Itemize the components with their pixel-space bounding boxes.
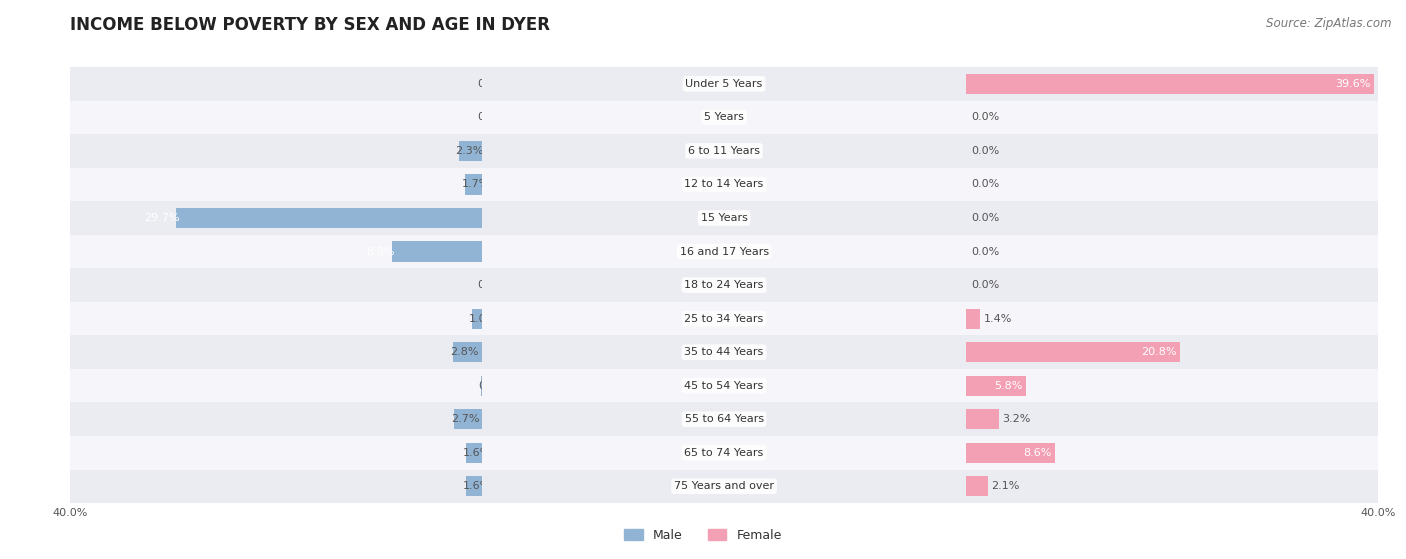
Text: 39.6%: 39.6% <box>1336 79 1371 89</box>
Bar <box>966 376 1026 396</box>
Bar <box>482 436 966 470</box>
Bar <box>70 134 482 168</box>
Bar <box>465 443 482 463</box>
Bar <box>966 409 998 429</box>
Text: 0.0%: 0.0% <box>477 79 505 89</box>
Text: 20.8%: 20.8% <box>1142 347 1177 357</box>
Bar <box>70 67 482 101</box>
Bar <box>966 268 1378 302</box>
Bar <box>176 208 482 228</box>
Text: 0.0%: 0.0% <box>972 179 1000 190</box>
Text: 0.0%: 0.0% <box>477 112 505 122</box>
Text: 2.7%: 2.7% <box>451 414 479 424</box>
Bar <box>966 436 1378 470</box>
Bar <box>966 302 1378 335</box>
Bar <box>482 268 966 302</box>
Bar <box>966 476 987 496</box>
Text: 15 Years: 15 Years <box>700 213 748 223</box>
Text: 1.7%: 1.7% <box>461 179 489 190</box>
Text: 0.0%: 0.0% <box>972 146 1000 156</box>
Text: 65 to 74 Years: 65 to 74 Years <box>685 448 763 458</box>
Text: Source: ZipAtlas.com: Source: ZipAtlas.com <box>1267 17 1392 30</box>
Text: 45 to 54 Years: 45 to 54 Years <box>685 381 763 391</box>
Bar <box>966 342 1180 362</box>
Bar <box>70 235 482 268</box>
Text: 2.1%: 2.1% <box>991 481 1019 491</box>
Bar <box>392 241 482 262</box>
Bar <box>966 201 1378 235</box>
Bar <box>966 470 1378 503</box>
Text: 55 to 64 Years: 55 to 64 Years <box>685 414 763 424</box>
Bar <box>966 335 1378 369</box>
Bar <box>482 235 966 268</box>
Text: 0.0%: 0.0% <box>972 247 1000 257</box>
Bar <box>454 409 482 429</box>
Bar <box>482 101 966 134</box>
Text: 0.0%: 0.0% <box>972 280 1000 290</box>
Bar <box>482 168 966 201</box>
Legend: Male, Female: Male, Female <box>619 524 787 547</box>
Text: 0.0%: 0.0% <box>477 280 505 290</box>
Bar <box>482 134 966 168</box>
Text: 75 Years and over: 75 Years and over <box>673 481 775 491</box>
Bar <box>70 335 482 369</box>
Text: 3.2%: 3.2% <box>1002 414 1031 424</box>
Text: 0.0%: 0.0% <box>972 112 1000 122</box>
Text: 5.8%: 5.8% <box>994 381 1022 391</box>
Text: 5 Years: 5 Years <box>704 112 744 122</box>
Bar <box>453 342 482 362</box>
Bar <box>966 309 980 329</box>
Text: 8.6%: 8.6% <box>1024 448 1052 458</box>
Bar <box>70 101 482 134</box>
Bar <box>70 268 482 302</box>
Bar <box>70 201 482 235</box>
Bar <box>482 335 966 369</box>
Bar <box>966 101 1378 134</box>
Bar <box>966 369 1378 402</box>
Text: 1.6%: 1.6% <box>463 448 491 458</box>
Bar <box>966 402 1378 436</box>
Bar <box>70 168 482 201</box>
Text: 1.0%: 1.0% <box>468 314 498 324</box>
Bar <box>70 402 482 436</box>
Bar <box>482 470 966 503</box>
Text: 16 and 17 Years: 16 and 17 Years <box>679 247 769 257</box>
Bar <box>966 67 1378 101</box>
Text: 0.0%: 0.0% <box>972 213 1000 223</box>
Text: 6 to 11 Years: 6 to 11 Years <box>688 146 761 156</box>
Text: 2.8%: 2.8% <box>450 347 479 357</box>
Text: 2.3%: 2.3% <box>456 146 484 156</box>
Text: Under 5 Years: Under 5 Years <box>686 79 762 89</box>
Text: 0.13%: 0.13% <box>478 381 513 391</box>
Bar <box>482 369 966 402</box>
Text: 1.4%: 1.4% <box>984 314 1012 324</box>
Bar <box>70 470 482 503</box>
Bar <box>482 402 966 436</box>
Bar <box>465 476 482 496</box>
Bar <box>472 309 482 329</box>
Text: 1.6%: 1.6% <box>463 481 491 491</box>
Text: INCOME BELOW POVERTY BY SEX AND AGE IN DYER: INCOME BELOW POVERTY BY SEX AND AGE IN D… <box>70 16 550 34</box>
Bar <box>966 74 1374 94</box>
Text: 35 to 44 Years: 35 to 44 Years <box>685 347 763 357</box>
Bar <box>482 67 966 101</box>
Text: 29.7%: 29.7% <box>143 213 180 223</box>
Bar <box>464 174 482 195</box>
Bar <box>70 369 482 402</box>
Text: 12 to 14 Years: 12 to 14 Years <box>685 179 763 190</box>
Bar <box>482 201 966 235</box>
Bar <box>966 134 1378 168</box>
Bar <box>458 141 482 161</box>
Text: 18 to 24 Years: 18 to 24 Years <box>685 280 763 290</box>
Text: 8.8%: 8.8% <box>366 247 395 257</box>
Bar <box>482 302 966 335</box>
Bar <box>70 436 482 470</box>
Bar <box>966 235 1378 268</box>
Bar <box>966 168 1378 201</box>
Bar <box>70 302 482 335</box>
Bar <box>966 443 1054 463</box>
Text: 25 to 34 Years: 25 to 34 Years <box>685 314 763 324</box>
